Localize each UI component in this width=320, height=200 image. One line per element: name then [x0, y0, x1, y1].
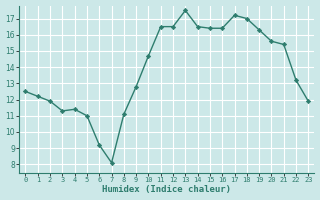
X-axis label: Humidex (Indice chaleur): Humidex (Indice chaleur) [102, 185, 231, 194]
